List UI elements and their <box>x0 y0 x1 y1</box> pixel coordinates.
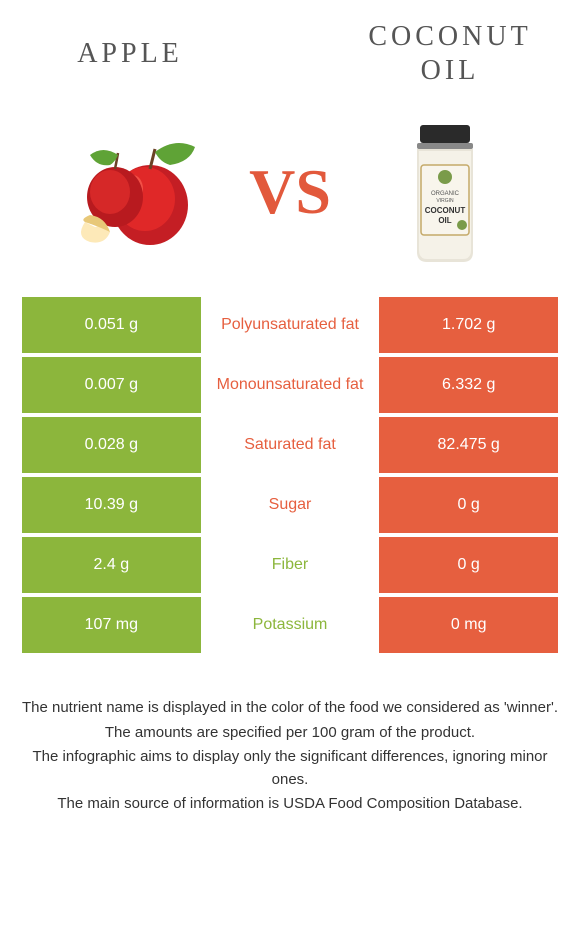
cell-left-value: 2.4 g <box>22 537 201 593</box>
cell-right-value: 0 g <box>379 477 558 533</box>
table-row: 0.007 gMonounsaturated fat6.332 g <box>22 357 558 413</box>
cell-left-value: 10.39 g <box>22 477 201 533</box>
footer-line: The amounts are specified per 100 gram o… <box>20 722 560 745</box>
svg-text:ORGANIC: ORGANIC <box>431 191 460 197</box>
title-left: APPLE <box>30 38 230 70</box>
cell-nutrient-label: Sugar <box>201 477 380 533</box>
cell-left-value: 0.051 g <box>22 297 201 353</box>
comparison-table: 0.051 gPolyunsaturated fat1.702 g0.007 g… <box>0 297 580 653</box>
cell-nutrient-label: Fiber <box>201 537 380 593</box>
footer-notes: The nutrient name is displayed in the co… <box>0 657 580 838</box>
cell-right-value: 1.702 g <box>379 297 558 353</box>
cell-nutrient-label: Potassium <box>201 597 380 653</box>
vs-label: VS <box>239 155 341 229</box>
table-row: 0.051 gPolyunsaturated fat1.702 g <box>22 297 558 353</box>
svg-text:OIL: OIL <box>439 216 452 225</box>
header: APPLE COCONUT OIL <box>0 0 580 97</box>
coconut-oil-image: ORGANIC VIRGIN COCONUT OIL <box>341 117 550 267</box>
svg-text:COCONUT: COCONUT <box>425 206 466 215</box>
cell-left-value: 0.028 g <box>22 417 201 473</box>
cell-nutrient-label: Polyunsaturated fat <box>201 297 380 353</box>
table-row: 2.4 gFiber0 g <box>22 537 558 593</box>
cell-right-value: 6.332 g <box>379 357 558 413</box>
cell-right-value: 0 mg <box>379 597 558 653</box>
footer-line: The infographic aims to display only the… <box>20 746 560 791</box>
table-row: 0.028 gSaturated fat82.475 g <box>22 417 558 473</box>
footer-line: The nutrient name is displayed in the co… <box>20 697 560 720</box>
footer-line: The main source of information is USDA F… <box>20 793 560 816</box>
cell-left-value: 107 mg <box>22 597 201 653</box>
cell-left-value: 0.007 g <box>22 357 201 413</box>
images-row: VS ORGANIC VIRGIN COCONUT OIL <box>0 97 580 297</box>
title-right: COCONUT OIL <box>350 20 550 87</box>
svg-text:VIRGIN: VIRGIN <box>437 198 455 204</box>
cell-right-value: 0 g <box>379 537 558 593</box>
table-row: 107 mgPotassium0 mg <box>22 597 558 653</box>
apple-image <box>30 127 239 257</box>
cell-right-value: 82.475 g <box>379 417 558 473</box>
cell-nutrient-label: Saturated fat <box>201 417 380 473</box>
cell-nutrient-label: Monounsaturated fat <box>201 357 380 413</box>
table-row: 10.39 gSugar0 g <box>22 477 558 533</box>
